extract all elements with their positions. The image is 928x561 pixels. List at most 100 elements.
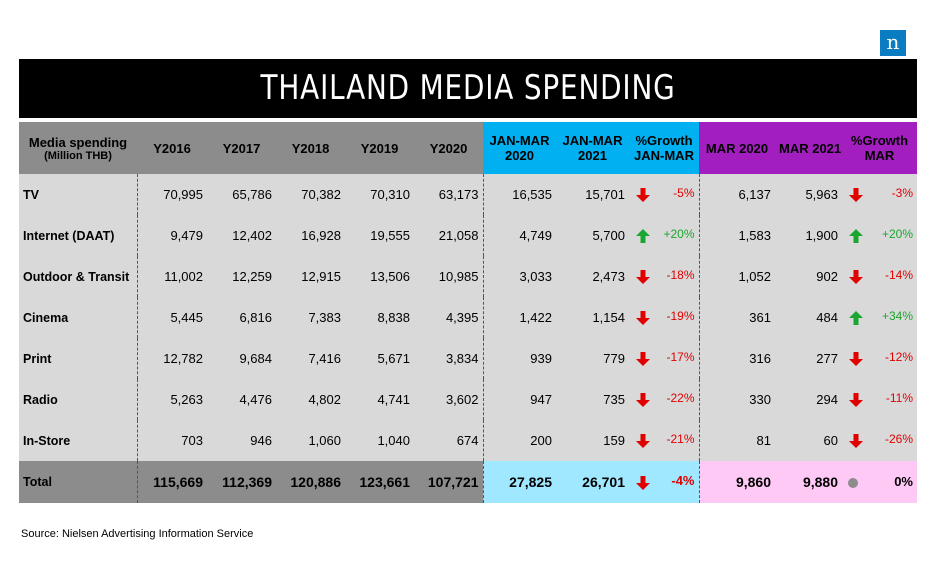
growth-value: -14% <box>884 268 913 283</box>
row-label: Outdoor & Transit <box>19 256 138 297</box>
q1-2021-value: 1,154 <box>556 297 629 338</box>
mar-2021-value: 902 <box>775 256 842 297</box>
growth-cell: -22% <box>629 379 700 420</box>
row-label: In-Store <box>19 420 138 461</box>
year-value: 4,476 <box>207 379 276 420</box>
q1-2021-value: 2,473 <box>556 256 629 297</box>
year-value: 16,928 <box>276 215 345 256</box>
total-row: Total 115,669 112,369 120,886 123,661 107,721… <box>19 461 917 503</box>
year-value: 10,985 <box>414 256 484 297</box>
growth-cell: -14% <box>842 256 917 297</box>
mar-2020-value: 361 <box>699 297 775 338</box>
year-value: 7,416 <box>276 338 345 379</box>
year-value: 70,310 <box>345 174 414 215</box>
year-value: 5,445 <box>137 297 207 338</box>
mar-2020-value: 316 <box>699 338 775 379</box>
growth-cell: -11% <box>842 379 917 420</box>
row-label: Radio <box>19 379 138 420</box>
mar-2021-value: 277 <box>775 338 842 379</box>
year-value: 12,402 <box>207 215 276 256</box>
year-value: 8,838 <box>345 297 414 338</box>
growth-value: -21% <box>666 432 695 447</box>
header-label-line1: Media spending <box>28 134 128 150</box>
year-value: 5,263 <box>137 379 207 420</box>
table-row: Cinema 5,445 6,816 7,383 8,838 4,395 1,422 1,15… <box>19 297 917 338</box>
growth-value: -18% <box>666 268 695 283</box>
mar-2020-value: 81 <box>699 420 775 461</box>
source-note: Source: Nielsen Advertising Information … <box>21 528 254 540</box>
growth-cell: +20% <box>842 215 917 256</box>
mar-2021-value: 9,880 <box>775 461 842 503</box>
q1-2020-value: 947 <box>483 379 556 420</box>
year-value: 13,506 <box>345 256 414 297</box>
year-value: 123,661 <box>345 461 414 503</box>
year-value: 115,669 <box>137 461 207 503</box>
row-label: Print <box>19 338 138 379</box>
growth-cell: -21% <box>629 420 700 461</box>
header-year: Y2019 <box>345 122 414 174</box>
arrow-down-icon <box>849 269 863 284</box>
growth-value: -3% <box>891 186 913 201</box>
header-mar-2020: MAR 2020 <box>699 122 775 174</box>
header-q1-2020: JAN-MAR 2020 <box>483 122 556 174</box>
row-label: Internet (DAAT) <box>19 215 138 256</box>
table-row: Radio 5,263 4,476 4,802 4,741 3,602 947 735 -22%… <box>19 379 917 420</box>
year-value: 1,040 <box>345 420 414 461</box>
q1-2021-value: 159 <box>556 420 629 461</box>
header-row: Media spending (Million THB) Y2016 Y2017… <box>19 122 917 174</box>
header-media-label: Media spending (Million THB) <box>19 122 137 174</box>
page-title: THAILAND MEDIA SPENDING <box>19 59 917 118</box>
year-value: 70,382 <box>276 174 345 215</box>
q1-2020-value: 4,749 <box>483 215 556 256</box>
growth-cell: -19% <box>629 297 700 338</box>
header-mar-2021: MAR 2021 <box>775 122 842 174</box>
q1-2020-value: 16,535 <box>483 174 556 215</box>
header-mar-growth: %Growth MAR <box>842 122 917 174</box>
growth-cell: -18% <box>629 256 700 297</box>
year-value: 4,741 <box>345 379 414 420</box>
growth-cell: -17% <box>629 338 700 379</box>
growth-value: -17% <box>666 350 695 365</box>
year-value: 946 <box>207 420 276 461</box>
mar-2021-value: 294 <box>775 379 842 420</box>
year-value: 21,058 <box>414 215 484 256</box>
year-value: 3,834 <box>414 338 484 379</box>
year-value: 4,802 <box>276 379 345 420</box>
header-year: Y2018 <box>276 122 345 174</box>
growth-value: +20% <box>663 227 695 242</box>
growth-value: -22% <box>666 391 695 406</box>
year-value: 63,173 <box>414 174 484 215</box>
growth-value: -26% <box>884 432 913 447</box>
growth-cell: -4% <box>629 461 700 503</box>
year-value: 1,060 <box>276 420 345 461</box>
mar-2021-value: 1,900 <box>775 215 842 256</box>
growth-cell: -12% <box>842 338 917 379</box>
header-year: Y2020 <box>414 122 483 174</box>
growth-cell: -3% <box>842 174 917 215</box>
table-row: In-Store 703 946 1,060 1,040 674 200 159 -21% 81 6… <box>19 420 917 461</box>
q1-2021-value: 5,700 <box>556 215 629 256</box>
q1-2020-value: 200 <box>483 420 556 461</box>
mar-2021-value: 5,963 <box>775 174 842 215</box>
growth-value: -12% <box>884 350 913 365</box>
arrow-down-icon <box>636 351 650 366</box>
year-value: 5,671 <box>345 338 414 379</box>
header-year: Y2017 <box>207 122 276 174</box>
q1-2021-value: 779 <box>556 338 629 379</box>
table-row: Outdoor & Transit 11,002 12,259 12,915 13,50… <box>19 256 917 297</box>
q1-2020-value: 27,825 <box>483 461 556 503</box>
mar-2020-value: 1,052 <box>699 256 775 297</box>
year-value: 674 <box>414 420 484 461</box>
arrow-down-icon <box>636 475 650 490</box>
q1-2020-value: 3,033 <box>483 256 556 297</box>
media-spending-table: Media spending (Million THB) Y2016 Y2017… <box>19 122 917 503</box>
row-label: Cinema <box>19 297 138 338</box>
growth-value: -11% <box>885 391 913 406</box>
header-year: Y2016 <box>137 122 207 174</box>
mar-2020-value: 330 <box>699 379 775 420</box>
mar-2020-value: 1,583 <box>699 215 775 256</box>
growth-value: +34% <box>881 309 913 324</box>
year-value: 12,259 <box>207 256 276 297</box>
arrow-up-icon <box>849 228 863 243</box>
header-q1-growth: %Growth JAN-MAR <box>629 122 699 174</box>
